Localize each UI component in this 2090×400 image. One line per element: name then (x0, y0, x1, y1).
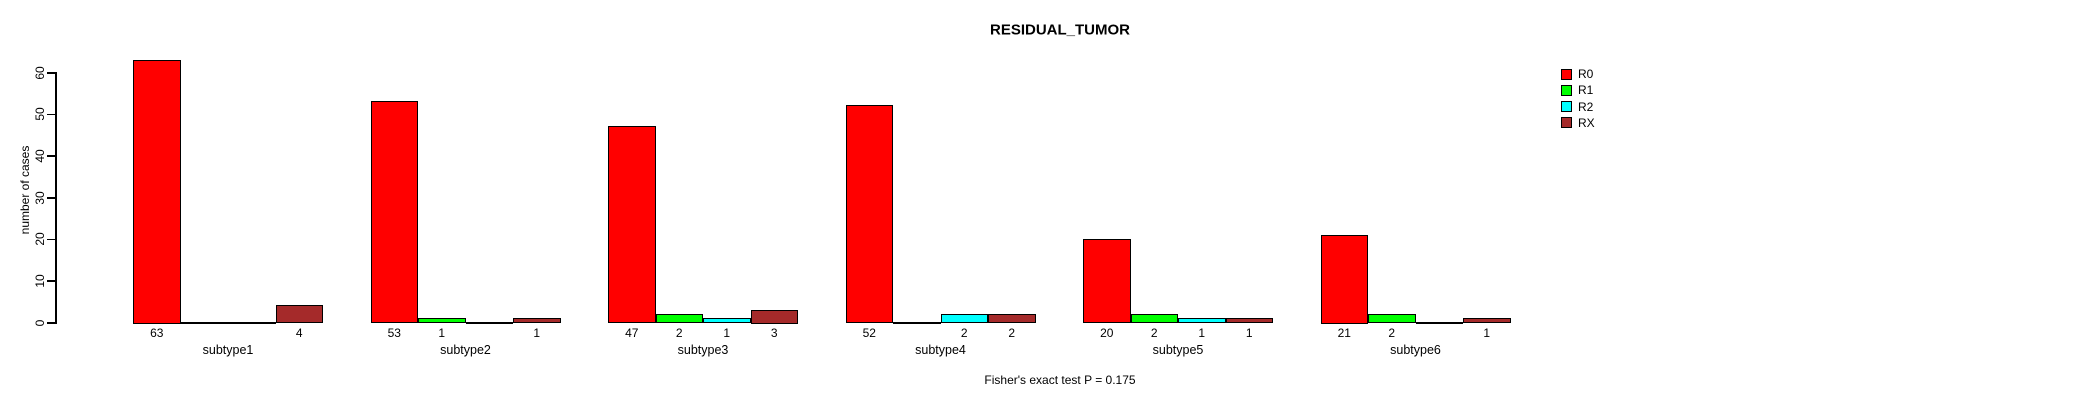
bar-r1-subtype6 (1368, 313, 1416, 324)
y-tick-label: 0 (33, 319, 47, 327)
bar-r1-subtype2 (418, 317, 466, 324)
y-tick (47, 72, 55, 74)
bar-value-label: 20 (1100, 326, 1114, 340)
legend-swatch-r2 (1561, 101, 1572, 113)
y-tick-label: 30 (33, 191, 47, 205)
bar-rx-subtype5 (1225, 317, 1273, 324)
y-tick (47, 113, 55, 116)
y-axis-line (55, 72, 57, 324)
legend: R0 R1 R2 RX (1561, 67, 1595, 130)
bar-value-label: 21 (1337, 326, 1351, 340)
y-tick-label: 60 (33, 66, 47, 80)
legend-item-r1: R1 (1561, 83, 1595, 97)
bar-rx-subtype1 (275, 305, 323, 324)
legend-label: R2 (1578, 99, 1594, 114)
bar-value-label: 2 (960, 326, 968, 340)
legend-swatch-r1 (1561, 84, 1572, 96)
bar-r1-subtype5 (1130, 313, 1178, 324)
y-tick-label: 10 (33, 274, 47, 288)
bar-value-label: 2 (675, 326, 683, 340)
category-label: subtype4 (915, 343, 966, 357)
y-tick-label: 40 (33, 149, 47, 163)
category-label: subtype2 (440, 343, 491, 357)
bar-rx-subtype3 (750, 309, 798, 324)
bar-value-label: 1 (1245, 326, 1253, 340)
bar-value-label: 53 (387, 326, 401, 340)
bar-rx-subtype2 (513, 317, 561, 324)
bar-r2-subtype4 (940, 313, 988, 324)
bar-rx-subtype4 (988, 313, 1036, 324)
y-tick (47, 238, 55, 241)
bar-value-label: 2 (1388, 326, 1396, 340)
bar-value-label: 2 (1150, 326, 1158, 340)
bar-r0-subtype2 (370, 101, 418, 324)
bar-value-label: 52 (862, 326, 876, 340)
bar-r1-subtype3 (655, 313, 703, 324)
legend-swatch-rx (1561, 117, 1572, 129)
y-tick (47, 155, 55, 157)
legend-item-rx: RX (1561, 116, 1595, 130)
footer-note: Fisher's exact test P = 0.175 (984, 373, 1136, 387)
bar-value-label: 47 (625, 326, 639, 340)
bar-value-label: 63 (150, 326, 164, 340)
chart-title: RESIDUAL_TUMOR (989, 21, 1131, 39)
bar-value-label: 2 (1008, 326, 1016, 340)
bar-r0-subtype1 (133, 59, 181, 324)
y-tick-label: 50 (33, 107, 47, 122)
bar-value-label: 1 (533, 326, 541, 340)
category-label: subtype5 (1152, 343, 1204, 357)
legend-label: RX (1578, 115, 1595, 130)
category-label: subtype3 (677, 343, 729, 357)
zero-bar-r2-subtype2 (465, 322, 513, 324)
y-tick (47, 322, 55, 324)
bar-value-label: 1 (1483, 326, 1491, 340)
bar-value-label: 4 (295, 326, 303, 340)
legend-label: R1 (1578, 83, 1594, 98)
bar-rx-subtype6 (1463, 317, 1511, 324)
category-label: subtype6 (1390, 343, 1441, 357)
bar-r0-subtype6 (1320, 234, 1368, 324)
bar-r0-subtype4 (845, 105, 893, 324)
legend-item-r2: R2 (1561, 100, 1595, 114)
legend-swatch-r0 (1561, 68, 1572, 80)
bar-value-label: 1 (723, 326, 731, 340)
legend-item-r0: R0 (1561, 67, 1595, 81)
y-tick (47, 280, 55, 282)
bar-value-label: 1 (438, 326, 446, 340)
bar-r0-subtype3 (608, 126, 656, 324)
zero-bar-r1-subtype4 (893, 322, 941, 324)
y-tick-label: 20 (33, 232, 47, 247)
bar-r2-subtype3 (703, 317, 751, 324)
bar-value-label: 3 (770, 326, 778, 340)
legend-label: R0 (1578, 67, 1594, 81)
zero-bar-r2-subtype6 (1415, 322, 1463, 324)
bar-r0-subtype5 (1083, 238, 1131, 324)
zero-bar-r2-subtype1 (228, 322, 276, 324)
y-tick (47, 197, 55, 199)
category-label: subtype1 (202, 343, 254, 357)
bar-value-label: 1 (1198, 326, 1206, 340)
bar-r2-subtype5 (1178, 317, 1226, 324)
zero-bar-r1-subtype1 (180, 322, 228, 324)
